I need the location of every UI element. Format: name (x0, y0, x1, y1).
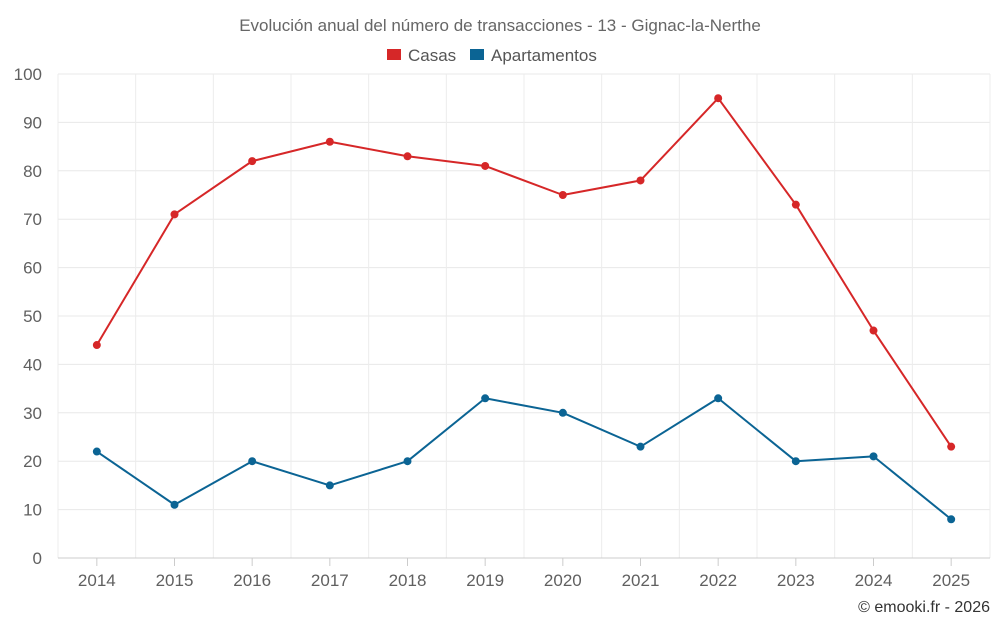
y-tick-label: 70 (23, 210, 42, 229)
data-point-apartamentos[interactable] (791, 457, 800, 466)
data-point-casas[interactable] (92, 341, 101, 350)
chart-title: Evolución anual del número de transaccio… (239, 16, 761, 35)
credit-text: © emooki.fr - 2026 (858, 599, 990, 616)
data-point-casas[interactable] (481, 161, 490, 170)
y-tick-label: 0 (33, 549, 42, 568)
data-point-apartamentos[interactable] (170, 500, 179, 509)
x-tick-label: 2015 (156, 571, 194, 590)
data-point-apartamentos[interactable] (481, 394, 490, 403)
x-tick-label: 2014 (78, 571, 116, 590)
data-point-apartamentos[interactable] (248, 457, 257, 466)
grid (57, 73, 991, 558)
y-tick-label: 10 (23, 501, 42, 520)
data-point-casas[interactable] (403, 152, 412, 161)
y-tick-label: 90 (23, 113, 42, 132)
x-tick-label: 2016 (233, 571, 271, 590)
data-point-apartamentos[interactable] (403, 457, 412, 466)
data-point-casas[interactable] (714, 94, 723, 103)
x-tick-label: 2023 (777, 571, 815, 590)
axes: 0 10 20 30 40 50 60 70 80 90 100 2014 2015 2016 2017 20… (14, 65, 990, 590)
data-point-casas[interactable] (248, 157, 257, 166)
data-point-casas[interactable] (791, 200, 800, 209)
data-point-casas[interactable] (325, 137, 334, 146)
data-point-apartamentos[interactable] (714, 394, 723, 403)
legend-label-casas[interactable]: Casas (408, 46, 456, 65)
x-tick-label: 2025 (932, 571, 970, 590)
y-tick-label: 60 (23, 259, 42, 278)
series-line-apartamentos[interactable] (96, 397, 952, 521)
x-tick-label: 2019 (466, 571, 504, 590)
data-point-apartamentos[interactable] (558, 408, 567, 417)
data-point-apartamentos[interactable] (92, 447, 101, 456)
x-tick-label: 2022 (699, 571, 737, 590)
x-tick-label: 2021 (622, 571, 660, 590)
y-tick-label: 50 (23, 307, 42, 326)
data-point-casas[interactable] (947, 442, 956, 451)
series-group (92, 94, 956, 524)
data-point-casas[interactable] (636, 176, 645, 185)
data-point-casas[interactable] (170, 210, 179, 219)
legend-swatch-casas[interactable] (387, 49, 401, 60)
x-tick-label: 2024 (855, 571, 893, 590)
y-tick-label: 100 (14, 65, 42, 84)
data-point-casas[interactable] (558, 191, 567, 199)
data-point-apartamentos[interactable] (325, 481, 334, 490)
y-tick-label: 40 (23, 355, 42, 374)
y-tick-label: 80 (23, 162, 42, 181)
data-point-apartamentos[interactable] (869, 452, 878, 461)
x-tick-label: 2020 (544, 571, 582, 590)
legend: Casas Apartamentos (387, 46, 597, 65)
data-point-apartamentos[interactable] (636, 442, 645, 451)
data-point-apartamentos[interactable] (947, 515, 956, 524)
y-tick-label: 20 (23, 452, 42, 471)
x-tick-label: 2018 (389, 571, 427, 590)
x-tick-label: 2017 (311, 571, 349, 590)
legend-label-apartamentos[interactable]: Apartamentos (491, 46, 597, 65)
series-line-casas[interactable] (95, 97, 952, 448)
legend-swatch-apartamentos[interactable] (470, 49, 484, 60)
y-tick-label: 30 (23, 404, 42, 423)
data-point-casas[interactable] (869, 326, 878, 335)
